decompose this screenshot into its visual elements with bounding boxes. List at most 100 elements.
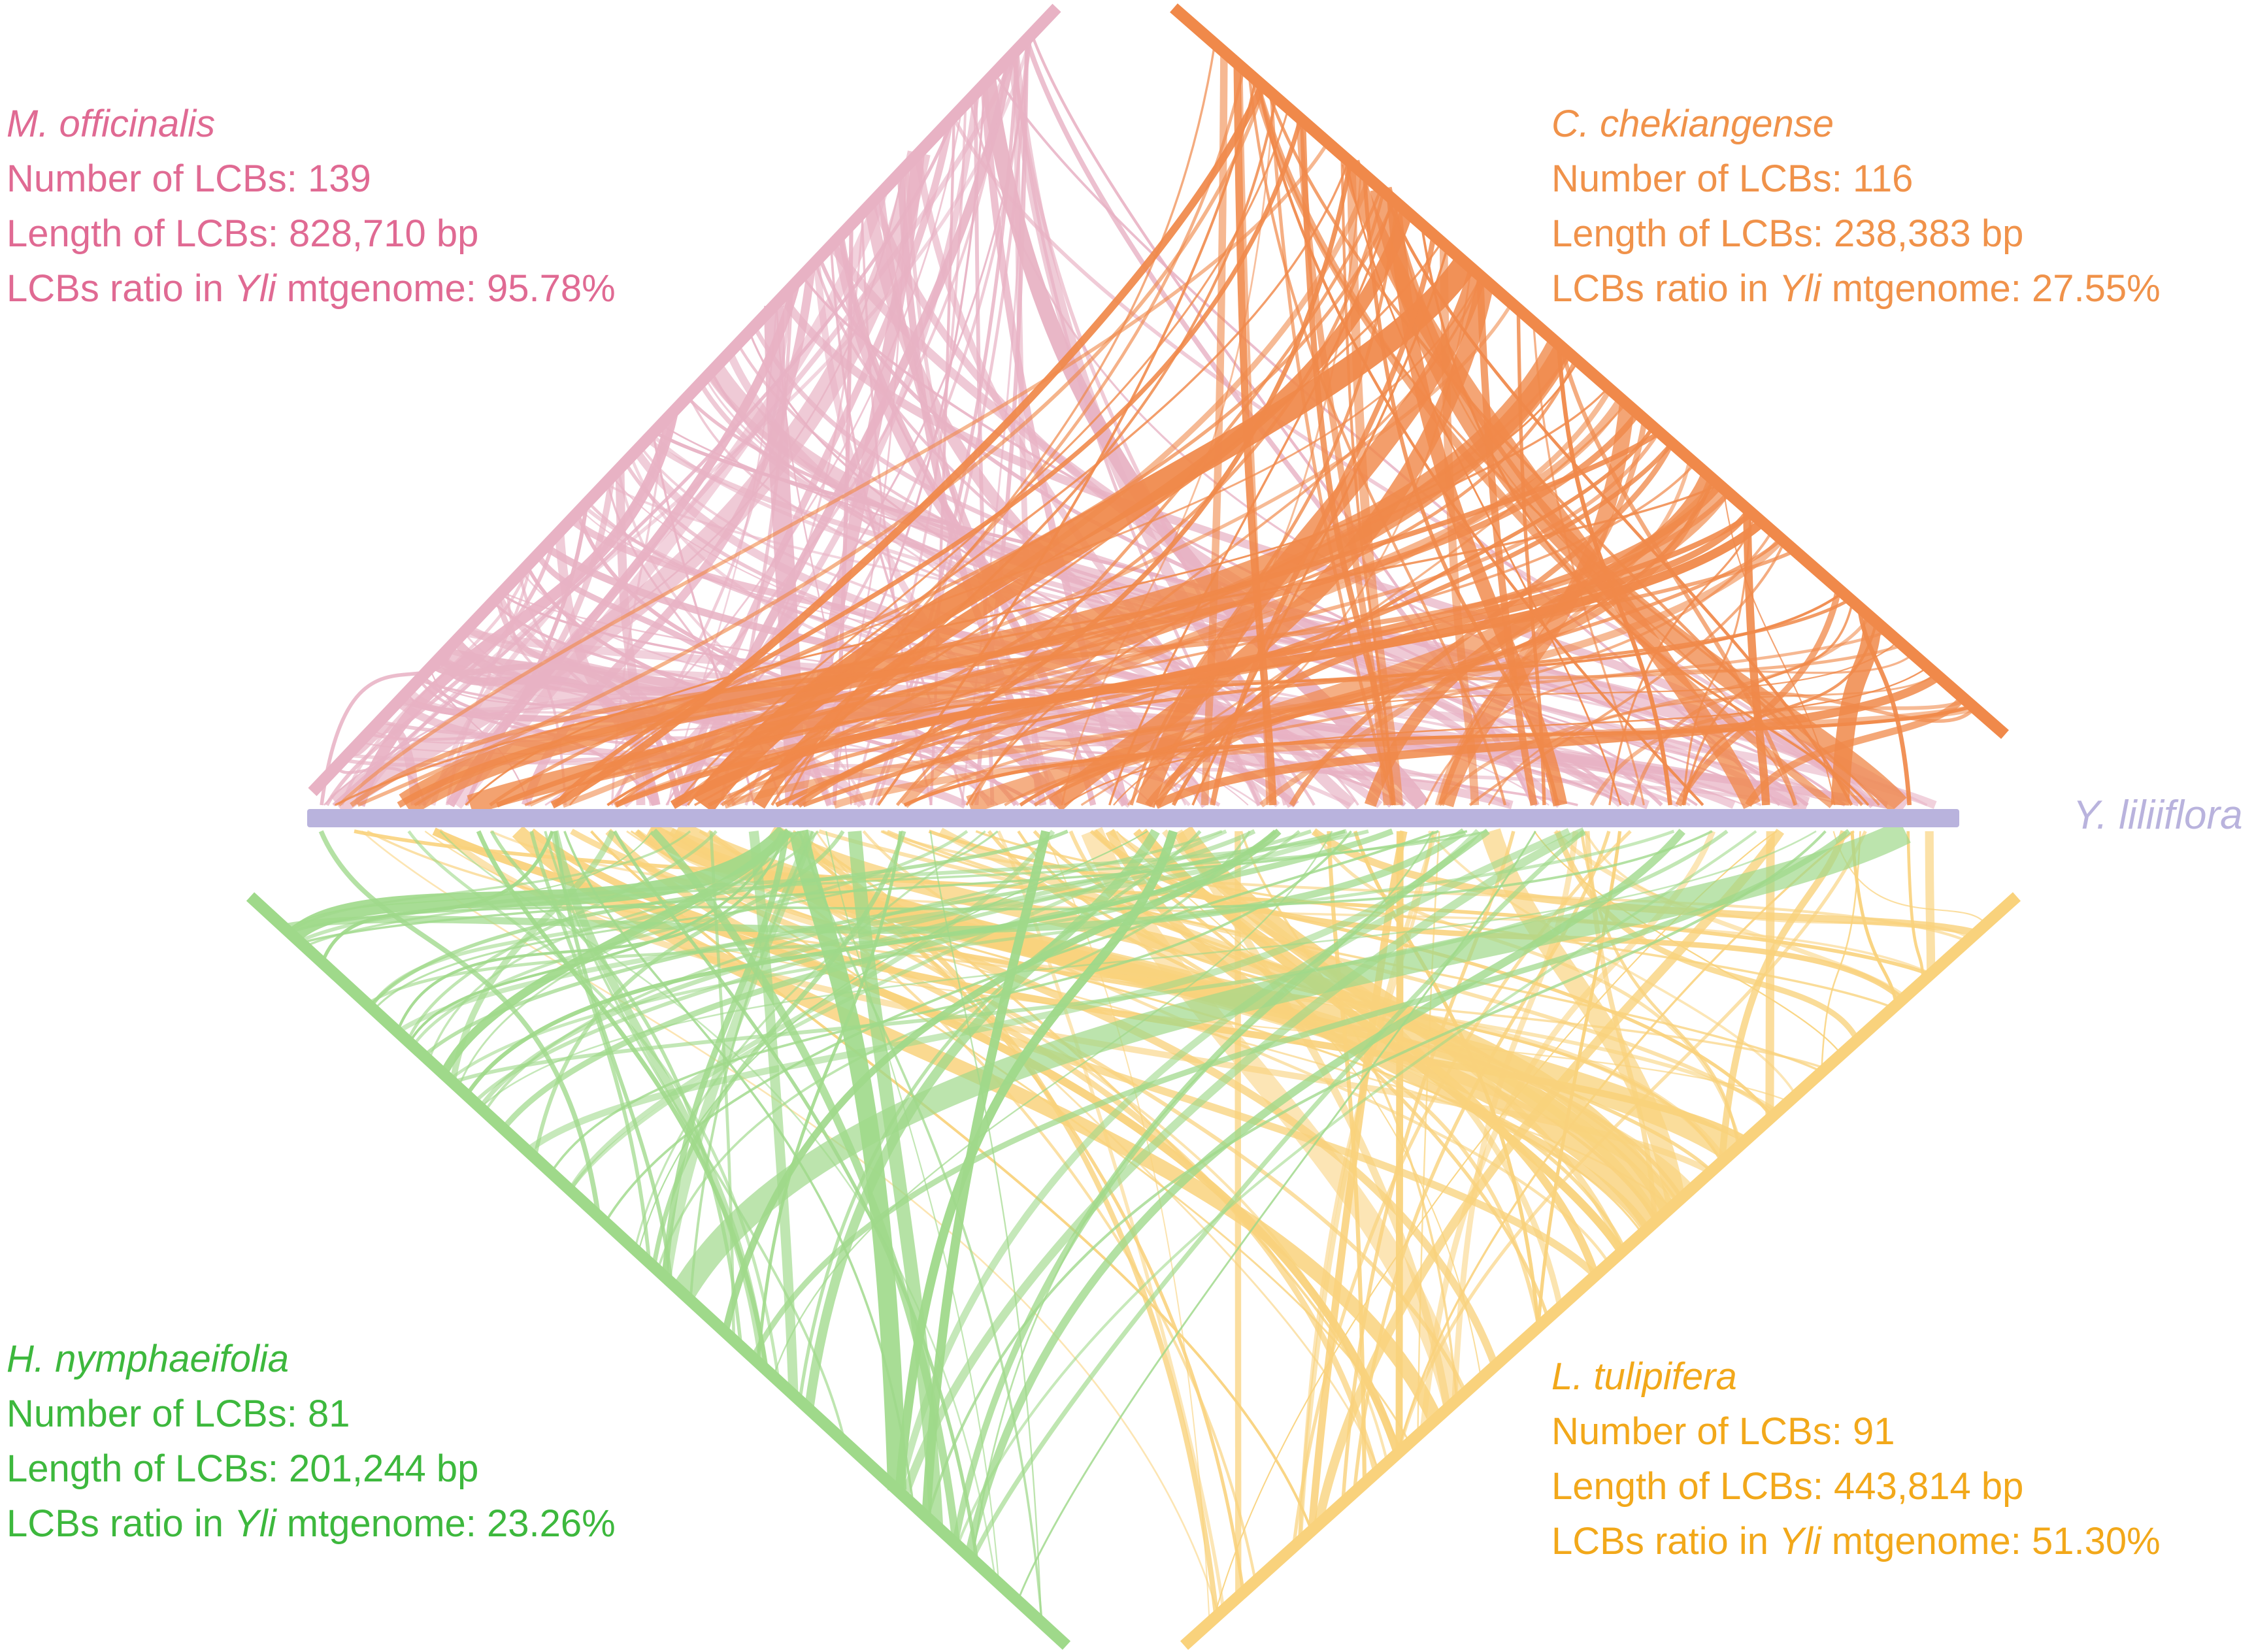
lcb-ribbon: [975, 830, 1894, 1009]
lcb-ribbon: [708, 549, 1796, 807]
lcb-ribbon: [418, 678, 866, 806]
lcb-ribbon: [396, 831, 788, 1032]
lcb-ribbon: [895, 828, 1571, 1493]
lcb-ribbon: [637, 831, 1148, 1253]
ribbons-h-nymphaeifolia: [283, 819, 1911, 1623]
lcb-ribbon: [1044, 831, 1210, 1623]
lcb-ribbon: [357, 86, 1267, 807]
lcb-ribbon: [533, 830, 845, 1159]
lcb-ribbon: [1438, 615, 1871, 806]
lcb-ribbon: [750, 829, 1851, 1359]
lcb-ribbon: [318, 830, 601, 1217]
lcb-ribbon: [970, 829, 1586, 1561]
lcb-ribbon: [900, 827, 1586, 1498]
lcb-ribbon: [1289, 442, 1674, 807]
lcb-ribbon: [907, 630, 1888, 806]
lcb-ribbon: [687, 160, 1350, 806]
reference-genome-bar: [307, 809, 1959, 827]
lcb-ratio: LCBs ratio in Yli mtgenome: 27.55%: [1551, 267, 2161, 310]
lcb-ribbon: [553, 118, 1303, 807]
lcb-count: Number of LCBs: 81: [7, 1393, 350, 1435]
lcb-ribbon: [1308, 830, 1408, 1531]
lcb-ribbon: [1154, 508, 1752, 807]
lcb-ribbon: [340, 563, 531, 806]
lcb-ribbon: [848, 831, 944, 1527]
lcb-ribbon: [926, 830, 1827, 1519]
lcb-ribbon: [1017, 831, 1536, 1602]
lcb-ribbon: [614, 511, 1754, 808]
lcb-ribbon: [431, 663, 683, 806]
genome-bar-m-officinalis: [308, 3, 1061, 797]
lcb-ribbon: [1353, 831, 1540, 1327]
lcb-ribbon: [1608, 515, 1756, 806]
lcb-ribbon: [833, 704, 1976, 809]
lcb-ribbon: [357, 33, 1034, 806]
lcb-ribbon: [1439, 244, 1480, 806]
lcb-ribbon: [1821, 831, 1861, 1072]
lcb-ribbon: [476, 830, 769, 1371]
species-name: M. officinalis: [7, 103, 216, 145]
lcb-count: Number of LCBs: 139: [7, 157, 371, 200]
lcb-length: Length of LCBs: 238,383 bp: [1551, 212, 2024, 255]
lcb-ribbon: [489, 199, 1396, 807]
lcb-length: Length of LCBs: 828,710 bp: [7, 212, 479, 255]
panel-c-chekiangense: C. chekiangense Number of LCBs: 116 Leng…: [1551, 97, 2161, 316]
lcb-ribbon: [465, 361, 1579, 806]
lcb-ribbon: [427, 830, 820, 1061]
lcb-ribbon: [1468, 540, 1785, 806]
genome-bar-c-chekiangense: [1170, 3, 2009, 739]
lcb-ribbon: [1342, 159, 1761, 809]
lcb-ribbon: [525, 829, 1482, 1154]
lcb-count: Number of LCBs: 116: [1551, 157, 1914, 200]
panel-l-tulipifera: L. tulipifera Number of LCBs: 91 Length …: [1551, 1349, 2161, 1569]
lcb-ribbon: [480, 830, 1817, 1108]
lcb-ribbon: [756, 831, 903, 1363]
lcb-ribbon: [569, 516, 1395, 808]
lcb-ratio: LCBs ratio in Yli mtgenome: 23.26%: [7, 1502, 616, 1545]
lcb-ribbon: [1533, 831, 1842, 1055]
lcb-ribbon: [478, 829, 1256, 1109]
lcb-ribbon: [1210, 235, 1436, 806]
genome-bar-h-nymphaeifolia: [246, 892, 1071, 1650]
reference-genome-label: Y. liliiflora: [2073, 793, 2243, 838]
lcb-ribbon: [633, 830, 986, 1250]
lcb-ribbon: [568, 829, 1227, 1191]
lcb-ribbon: [561, 177, 1372, 808]
panel-m-officinalis: M. officinalis Number of LCBs: 139 Lengt…: [7, 97, 616, 316]
lcb-ribbon: [1553, 829, 1906, 999]
lcb-ribbon: [825, 831, 1000, 1583]
lcb-ratio: LCBs ratio in Yli mtgenome: 51.30%: [1551, 1520, 2161, 1562]
lcb-ribbon: [304, 830, 1488, 948]
lcb-ribbon: [964, 829, 1685, 1557]
lcb-ribbon: [1341, 831, 1516, 1503]
lcb-count: Number of LCBs: 91: [1551, 1410, 1895, 1453]
lcb-ribbon: [661, 829, 817, 1279]
species-name: L. tulipifera: [1551, 1355, 1737, 1398]
lcb-length: Length of LCBs: 201,244 bp: [7, 1447, 479, 1490]
species-name: C. chekiangense: [1551, 103, 1834, 145]
lcb-ribbon: [877, 79, 1257, 806]
lcb-ribbon: [446, 281, 801, 808]
lcb-ribbon: [1004, 530, 1774, 806]
lcb-ribbon: [1438, 403, 1635, 808]
lcb-ribbon: [895, 830, 1178, 1493]
lcb-ribbon: [408, 831, 783, 1044]
lcb-ribbon: [929, 831, 1042, 1623]
lcb-ribbon: [895, 188, 1383, 806]
lcb-ribbon: [451, 190, 887, 809]
lcb-ribbon: [1248, 73, 1507, 806]
lcb-ribbon: [489, 830, 743, 1347]
lcb-ribbon: [672, 68, 1246, 806]
species-name: H. nymphaeifolia: [7, 1338, 289, 1380]
lcb-ribbon: [789, 829, 907, 1491]
lcb-ribbon: [1925, 831, 1936, 974]
lcb-ribbon: [287, 831, 654, 931]
lcb-ribbon: [1108, 198, 1393, 806]
lcb-ribbon: [373, 830, 999, 1011]
lcb-ribbon: [289, 830, 1713, 934]
lcb-ribbon: [448, 829, 1675, 1081]
lcb-ribbon: [854, 104, 967, 806]
lcb-ribbon: [288, 830, 691, 933]
lcb-ribbon: [529, 831, 652, 1263]
